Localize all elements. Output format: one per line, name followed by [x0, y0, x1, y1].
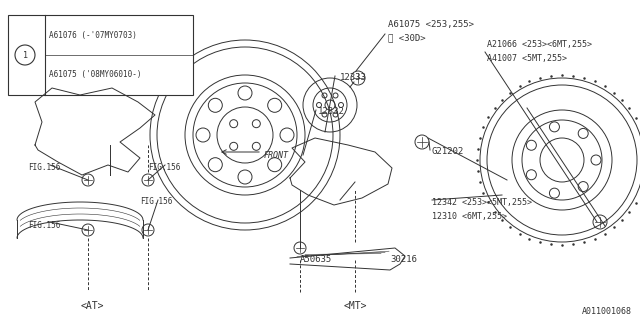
Text: 12342 <253><5MT,255>: 12342 <253><5MT,255> [432, 197, 532, 206]
Text: G21202: G21202 [432, 148, 464, 156]
Text: A61076 (-'07MY0703): A61076 (-'07MY0703) [49, 31, 137, 40]
Text: A011001068: A011001068 [582, 308, 632, 316]
Text: FIG.156: FIG.156 [28, 220, 60, 229]
Text: FIG.156: FIG.156 [140, 197, 172, 206]
Text: 12332: 12332 [318, 108, 345, 116]
Text: A21066 <253><6MT,255>: A21066 <253><6MT,255> [487, 39, 592, 49]
Text: A41007 <5MT,255>: A41007 <5MT,255> [487, 53, 567, 62]
Text: <AT>: <AT> [80, 301, 104, 311]
Text: 30216: 30216 [390, 255, 417, 265]
Text: 1: 1 [22, 51, 28, 60]
Text: FIG.156: FIG.156 [28, 164, 60, 172]
Text: 12333: 12333 [340, 74, 367, 83]
Text: FRONT: FRONT [264, 150, 289, 159]
Text: A50635: A50635 [300, 255, 332, 265]
Text: 12310 <6MT,255>: 12310 <6MT,255> [432, 212, 507, 220]
Text: A61075 ('08MY06010-): A61075 ('08MY06010-) [49, 70, 141, 79]
Text: ① <30D>: ① <30D> [388, 34, 426, 43]
FancyBboxPatch shape [8, 15, 193, 95]
Text: <MT>: <MT> [343, 301, 367, 311]
Text: FIG.156: FIG.156 [148, 164, 180, 172]
Text: A61075 <253,255>: A61075 <253,255> [388, 20, 474, 28]
